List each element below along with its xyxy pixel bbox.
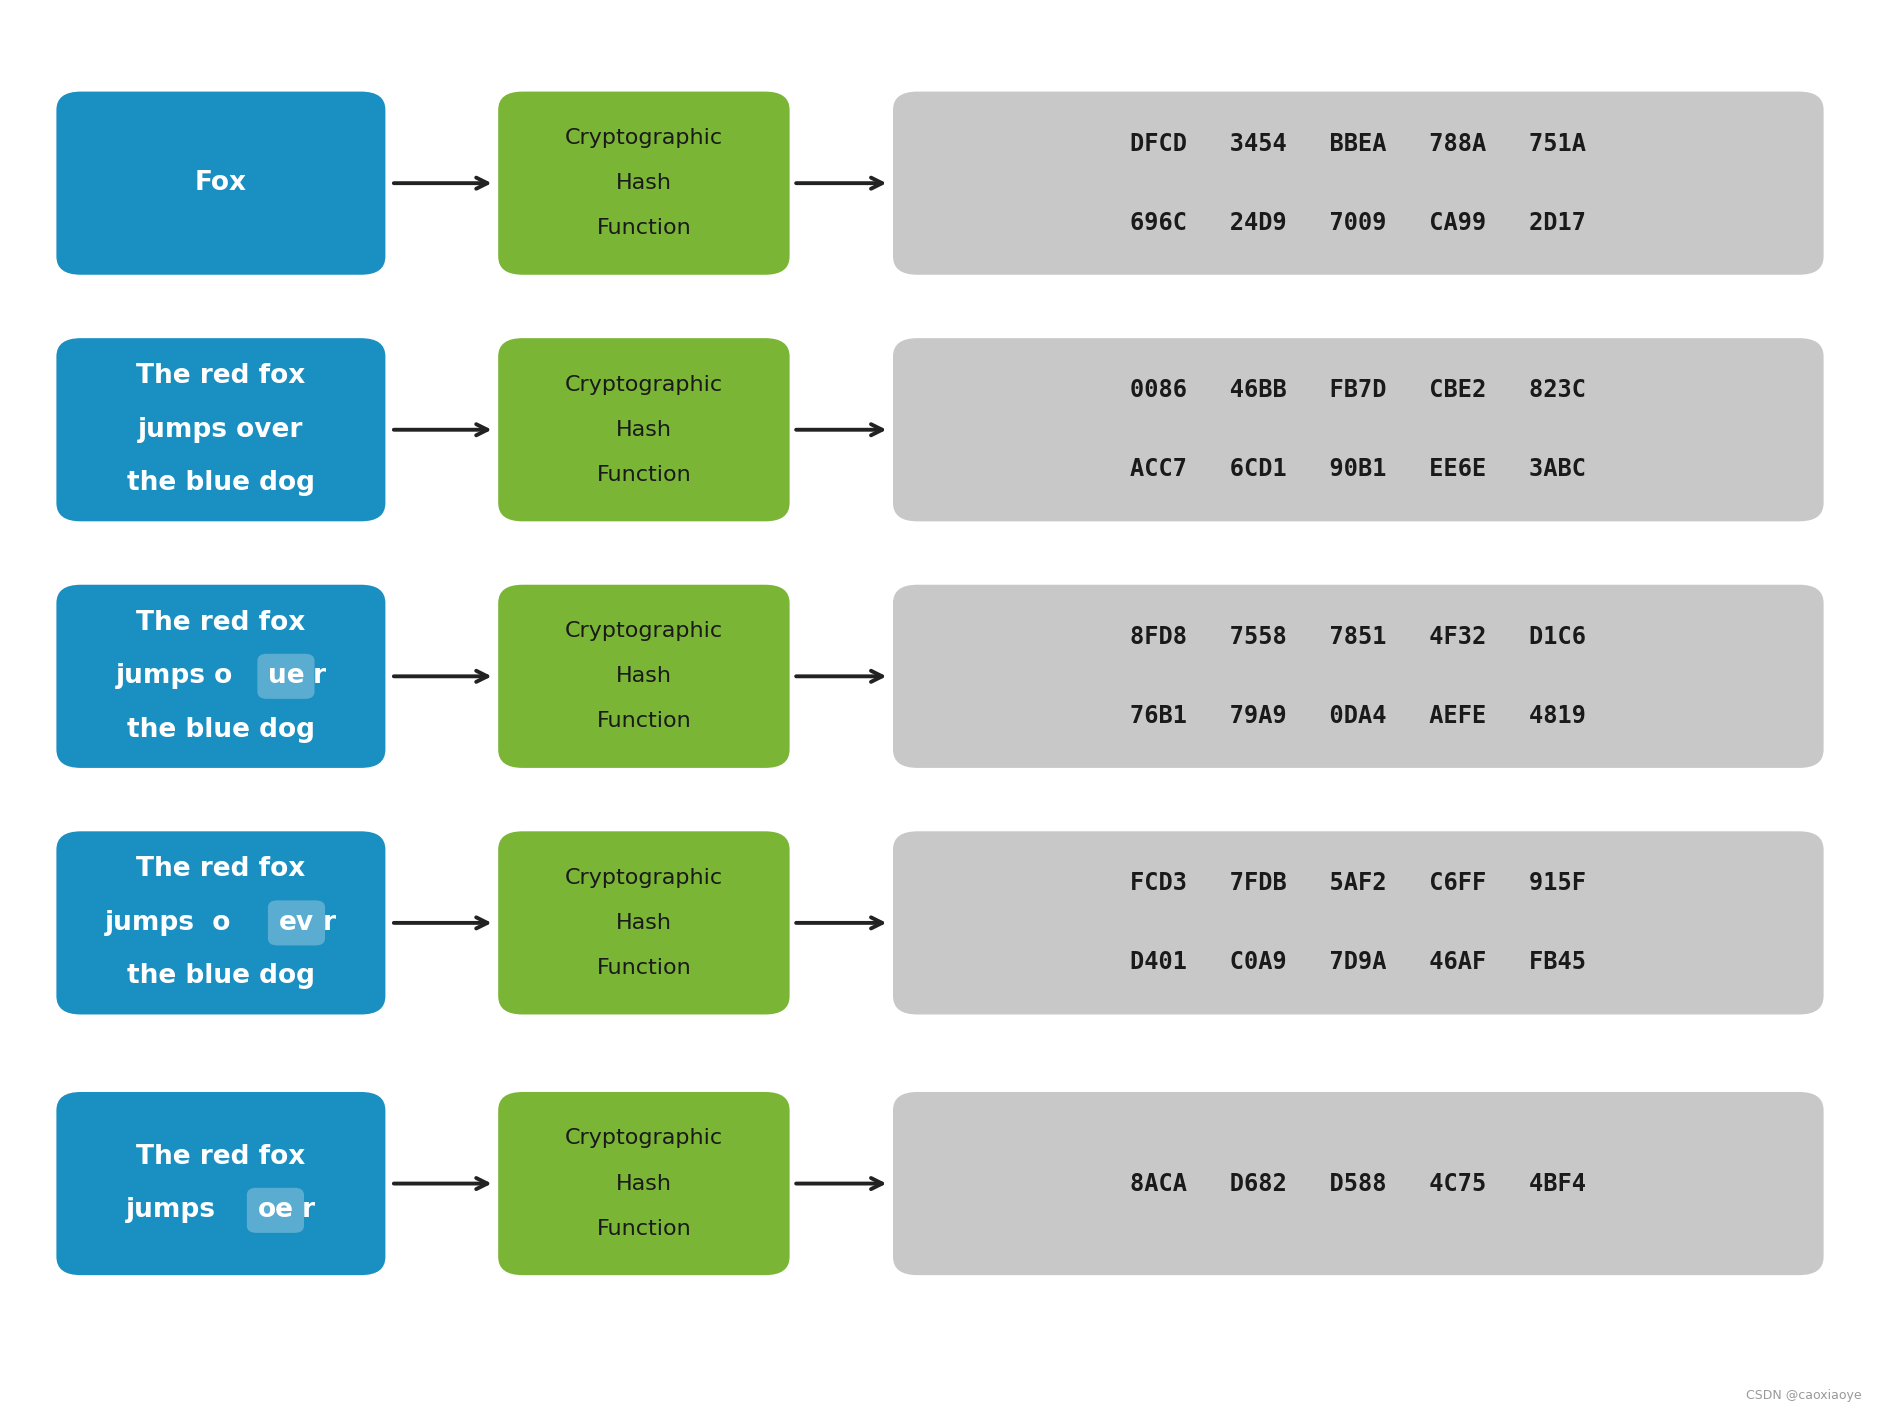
Text: 696C   24D9   7009   CA99   2D17: 696C 24D9 7009 CA99 2D17 [1130, 210, 1587, 235]
FancyBboxPatch shape [498, 831, 790, 1014]
Text: The red fox: The red fox [135, 364, 306, 389]
Text: r: r [312, 664, 325, 689]
Text: Function: Function [596, 1219, 692, 1239]
Text: DFCD   3454   BBEA   788A   751A: DFCD 3454 BBEA 788A 751A [1130, 131, 1587, 156]
Text: FCD3   7FDB   5AF2   C6FF   915F: FCD3 7FDB 5AF2 C6FF 915F [1130, 871, 1587, 896]
Text: ev: ev [278, 910, 314, 936]
Text: Function: Function [596, 218, 692, 238]
Text: jumps  o: jumps o [105, 910, 231, 936]
Text: r: r [303, 1198, 316, 1223]
FancyBboxPatch shape [893, 92, 1824, 275]
FancyBboxPatch shape [56, 831, 385, 1014]
FancyBboxPatch shape [498, 92, 790, 275]
Text: jumps over: jumps over [139, 417, 303, 442]
Text: Cryptographic: Cryptographic [564, 375, 724, 395]
Text: Cryptographic: Cryptographic [564, 128, 724, 148]
Text: Hash: Hash [617, 913, 671, 933]
Text: 76B1   79A9   0DA4   AEFE   4819: 76B1 79A9 0DA4 AEFE 4819 [1130, 703, 1587, 728]
FancyBboxPatch shape [893, 1092, 1824, 1275]
FancyBboxPatch shape [893, 338, 1824, 521]
FancyBboxPatch shape [56, 1092, 385, 1275]
FancyBboxPatch shape [56, 92, 385, 275]
Text: jumps o: jumps o [117, 664, 233, 689]
FancyBboxPatch shape [498, 338, 790, 521]
FancyBboxPatch shape [893, 831, 1824, 1014]
Text: ue: ue [267, 664, 305, 689]
Text: The red fox: The red fox [135, 857, 306, 882]
Text: 8FD8   7558   7851   4F32   D1C6: 8FD8 7558 7851 4F32 D1C6 [1130, 624, 1587, 650]
Text: the blue dog: the blue dog [126, 717, 314, 743]
FancyBboxPatch shape [56, 585, 385, 768]
Text: Hash: Hash [617, 420, 671, 440]
FancyBboxPatch shape [246, 1188, 305, 1233]
FancyBboxPatch shape [267, 900, 325, 945]
Text: Function: Function [596, 958, 692, 978]
Text: the blue dog: the blue dog [126, 471, 314, 496]
Text: Cryptographic: Cryptographic [564, 621, 724, 641]
FancyBboxPatch shape [56, 338, 385, 521]
Text: Function: Function [596, 465, 692, 485]
Text: ACC7   6CD1   90B1   EE6E   3ABC: ACC7 6CD1 90B1 EE6E 3ABC [1130, 457, 1587, 482]
Text: oe: oe [258, 1198, 293, 1223]
Text: Cryptographic: Cryptographic [564, 1129, 724, 1148]
Text: r: r [323, 910, 337, 936]
Text: CSDN @caoxiaoye: CSDN @caoxiaoye [1745, 1389, 1861, 1402]
Text: Hash: Hash [617, 666, 671, 686]
Text: jumps: jumps [126, 1198, 226, 1223]
Text: The red fox: The red fox [135, 1144, 306, 1169]
Text: 0086   46BB   FB7D   CBE2   823C: 0086 46BB FB7D CBE2 823C [1130, 378, 1587, 403]
Text: the blue dog: the blue dog [126, 964, 314, 989]
Text: Hash: Hash [617, 173, 671, 193]
FancyBboxPatch shape [498, 1092, 790, 1275]
Text: 8ACA   D682   D588   4C75   4BF4: 8ACA D682 D588 4C75 4BF4 [1130, 1171, 1587, 1196]
Text: D401   C0A9   7D9A   46AF   FB45: D401 C0A9 7D9A 46AF FB45 [1130, 950, 1587, 975]
Text: Fox: Fox [196, 170, 246, 196]
Text: Cryptographic: Cryptographic [564, 868, 724, 888]
Text: Function: Function [596, 712, 692, 731]
FancyBboxPatch shape [893, 585, 1824, 768]
FancyBboxPatch shape [498, 585, 790, 768]
FancyBboxPatch shape [258, 654, 314, 699]
Text: Hash: Hash [617, 1174, 671, 1193]
Text: The red fox: The red fox [135, 610, 306, 635]
